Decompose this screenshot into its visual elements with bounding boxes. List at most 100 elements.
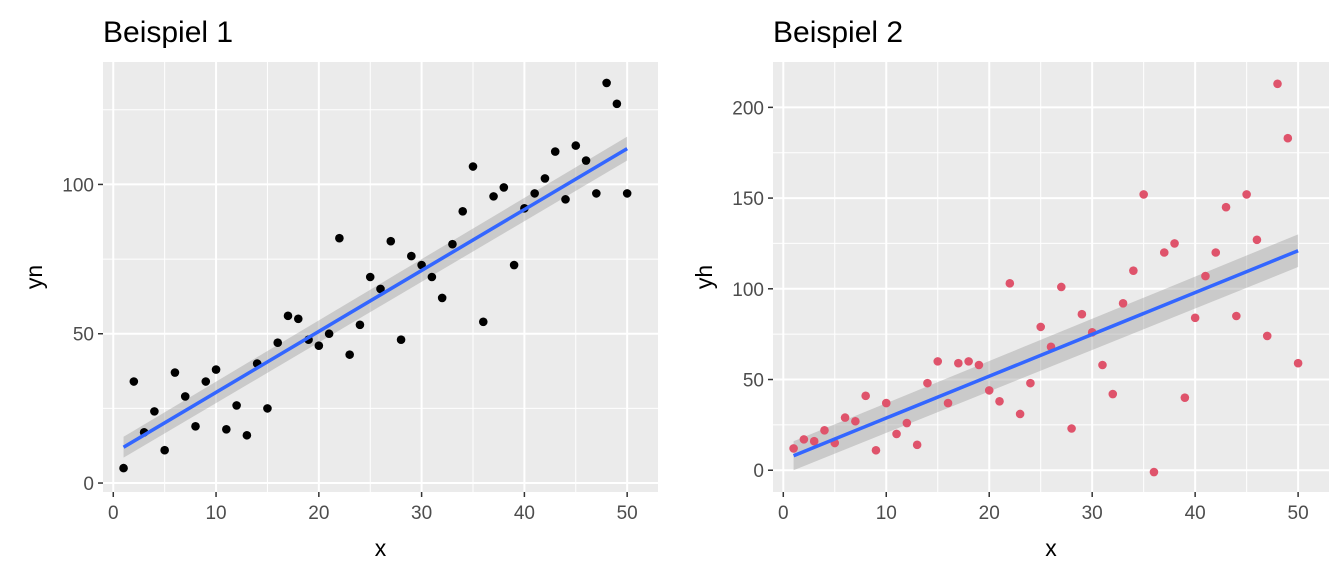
data-point <box>222 424 231 434</box>
x-axis-label: x <box>1045 535 1057 561</box>
data-point <box>293 314 303 324</box>
data-point <box>1159 248 1169 257</box>
y-tick-label: 100 <box>62 175 94 196</box>
data-point <box>1180 393 1190 402</box>
data-point <box>1026 378 1035 388</box>
data-point <box>912 440 922 450</box>
data-point <box>478 317 488 327</box>
data-point <box>1077 309 1087 319</box>
data-point <box>170 368 180 377</box>
chart-title: Beispiel 1 <box>103 16 233 49</box>
data-point <box>1118 299 1128 308</box>
data-point <box>129 377 139 386</box>
regression-line <box>792 249 1299 458</box>
data-point <box>530 189 539 198</box>
data-point <box>283 311 293 321</box>
data-point <box>592 189 601 198</box>
data-point <box>365 272 375 282</box>
data-point <box>1283 133 1293 143</box>
data-point <box>1056 282 1066 292</box>
data-point <box>820 426 829 435</box>
x-tick-label: 20 <box>979 503 1000 524</box>
x-tick-label: 10 <box>205 503 226 524</box>
data-point <box>437 293 447 303</box>
data-point <box>902 418 912 428</box>
data-point <box>1067 424 1076 433</box>
x-tick-label: 40 <box>514 503 535 524</box>
data-point <box>861 391 870 401</box>
data-point <box>984 386 994 395</box>
data-point <box>881 398 891 408</box>
data-point <box>160 445 169 455</box>
data-point <box>1252 235 1262 245</box>
data-point <box>974 360 984 370</box>
data-point <box>995 396 1004 406</box>
data-point <box>1293 358 1303 368</box>
y-tick-label: 100 <box>732 280 764 301</box>
data-point <box>1232 311 1241 321</box>
data-point <box>458 207 468 216</box>
y-tick-label: 50 <box>73 325 94 346</box>
data-point <box>201 377 211 386</box>
x-axis-label: x <box>375 535 387 561</box>
data-point <box>851 416 860 426</box>
x-tick-label: 0 <box>108 503 119 524</box>
data-point <box>871 445 881 455</box>
data-point <box>1273 79 1282 89</box>
data-point <box>923 378 932 388</box>
data-point <box>622 189 632 198</box>
data-point <box>581 156 591 165</box>
data-point <box>540 174 550 183</box>
data-point <box>809 436 819 446</box>
data-point <box>1108 389 1118 399</box>
data-point <box>180 392 190 401</box>
data-point <box>314 341 324 350</box>
x-tick-label: 50 <box>1288 503 1309 524</box>
data-point <box>943 398 953 408</box>
y-tick-label: 0 <box>753 461 764 482</box>
data-point <box>242 430 252 440</box>
y-tick-label: 50 <box>743 371 764 392</box>
data-point <box>550 147 560 156</box>
data-point <box>1129 266 1138 275</box>
data-point <box>345 350 354 359</box>
data-point <box>396 335 406 345</box>
data-point <box>571 141 581 150</box>
x-tick-label: 20 <box>308 503 329 524</box>
y-axis-label: yn <box>21 265 47 289</box>
data-point <box>386 236 396 246</box>
x-tick-label: 30 <box>411 503 432 524</box>
data-point <box>1015 409 1025 419</box>
data-point <box>1005 279 1015 288</box>
x-tick-label: 10 <box>876 503 897 524</box>
data-point <box>840 413 850 422</box>
chart-beispiel-2: 0 10 20 30 40 50 0 50 100 150 200 Beispiel 2 x yh <box>691 16 1329 561</box>
data-point <box>954 358 963 368</box>
data-point <box>1262 331 1272 341</box>
plot-panel <box>103 62 658 492</box>
chart-title: Beispiel 2 <box>773 16 903 49</box>
data-point <box>933 357 943 366</box>
data-point <box>1170 239 1179 248</box>
data-point <box>499 183 509 192</box>
data-point <box>427 272 437 282</box>
data-point <box>1036 322 1046 332</box>
data-point <box>407 251 416 261</box>
data-point <box>1211 248 1221 257</box>
y-axis-label: yh <box>691 265 717 289</box>
x-tick-label: 40 <box>1185 503 1206 524</box>
data-point <box>448 239 457 249</box>
data-point <box>211 365 221 374</box>
x-tick-label: 50 <box>617 503 638 524</box>
data-point <box>1149 467 1159 477</box>
data-point <box>799 435 809 444</box>
data-point <box>1221 202 1231 212</box>
data-point <box>789 444 798 453</box>
data-point <box>232 401 241 410</box>
data-point <box>324 329 334 339</box>
data-point <box>892 429 901 439</box>
y-tick-label: 0 <box>83 474 94 495</box>
data-point <box>335 233 344 243</box>
y-tick-label: 200 <box>732 98 764 119</box>
